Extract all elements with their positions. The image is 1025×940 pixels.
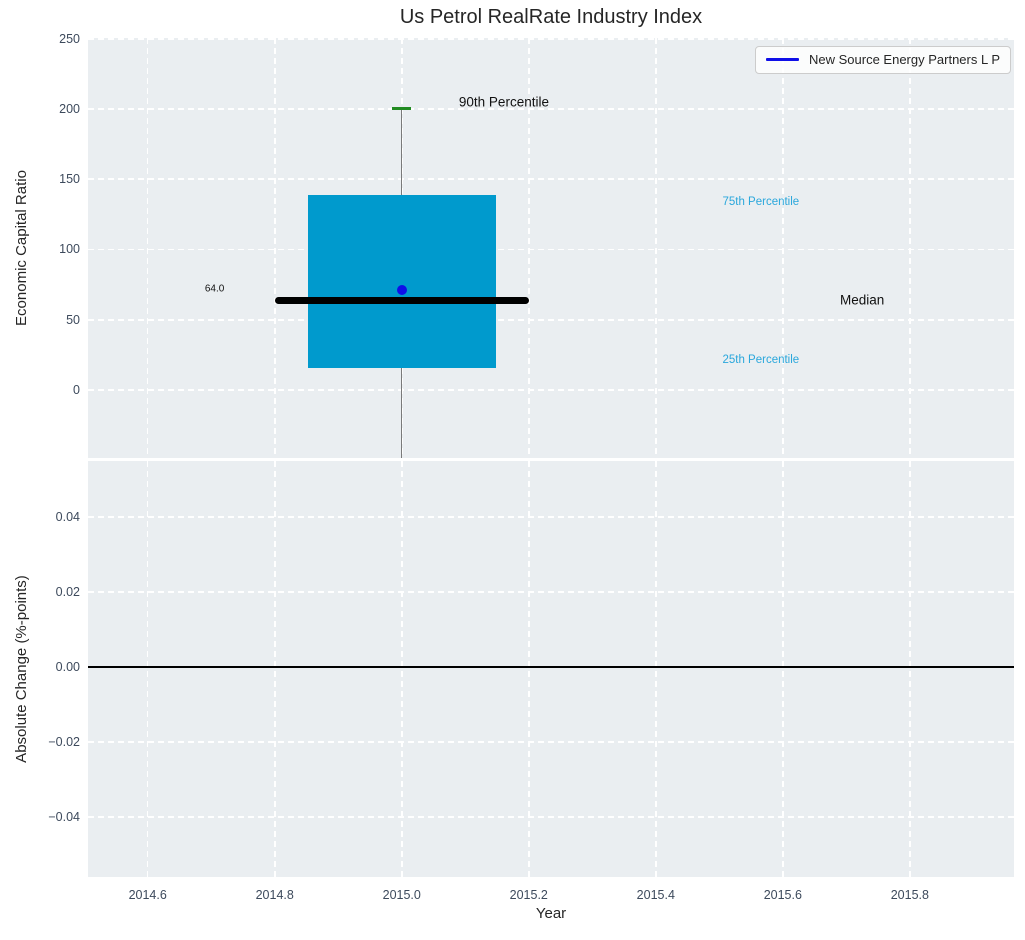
y-tick-label: 0.04: [55, 509, 80, 524]
gridline-vertical: [909, 38, 911, 458]
chart-title: Us Petrol RealRate Industry Index: [399, 6, 703, 28]
annotation-25th-percentile: 25th Percentile: [722, 354, 800, 367]
annotation-90th-percentile: 90th Percentile: [458, 94, 549, 110]
annotation-64-0: 64.0: [204, 283, 225, 295]
gridline-vertical: [654, 461, 657, 877]
company-data-point: [396, 284, 407, 295]
x-tick-label: 2015.6: [763, 888, 802, 902]
y-tick-label: 0: [73, 382, 80, 397]
y-tick-label: 250: [59, 31, 80, 46]
x-axis-label: Year: [535, 905, 567, 922]
legend-label: New Source Energy Partners L P: [809, 52, 1000, 67]
gridline-horizontal: [88, 37, 1014, 40]
gridline-horizontal: [88, 108, 1014, 110]
zero-reference-line: [88, 666, 1014, 668]
gridline-horizontal: [88, 248, 1014, 251]
y-tick-label: −0.02: [48, 734, 80, 749]
top-axes: New Source Energy Partners L P 64.0 90th …: [88, 37, 1014, 458]
y-tick-label: −0.04: [48, 809, 80, 824]
median-line: [274, 296, 529, 304]
gridline-horizontal: [88, 516, 1014, 518]
gridline-horizontal: [88, 389, 1014, 391]
y-tick-label: 150: [59, 172, 80, 187]
gridline-vertical: [909, 461, 911, 877]
iqr-box: [307, 194, 496, 368]
gridline-horizontal: [88, 591, 1014, 593]
gridline-vertical: [654, 38, 657, 458]
x-tick-label: 2014.6: [128, 888, 167, 902]
gridline-horizontal: [88, 816, 1014, 818]
gridline-vertical: [400, 461, 403, 877]
gridline-vertical: [146, 38, 149, 458]
gridline-horizontal: [88, 178, 1014, 180]
x-tick-label: 2015.0: [382, 888, 421, 902]
gridline-vertical: [273, 38, 276, 458]
x-tick-label: 2014.8: [255, 888, 294, 902]
y-tick-label: 100: [59, 242, 80, 257]
y-tick-label: 0.02: [55, 584, 80, 599]
gridline-vertical: [782, 461, 784, 877]
y-tick-label: 50: [66, 312, 80, 327]
gridline-horizontal: [88, 318, 1014, 321]
annotation-median: Median: [839, 292, 885, 308]
annotation-75th-percentile: 75th Percentile: [722, 195, 800, 208]
gridline-vertical: [527, 38, 530, 458]
x-tick-label: 2015.2: [509, 888, 548, 902]
y-tick-label: 0.00: [55, 659, 80, 674]
gridline-vertical: [273, 461, 276, 877]
p90-cap: [392, 107, 412, 111]
legend: New Source Energy Partners L P: [755, 46, 1011, 74]
x-tick-label: 2015.8: [890, 888, 929, 902]
bottom-axes: [88, 461, 1014, 877]
gridline-vertical: [782, 38, 784, 458]
y-tick-label: 200: [59, 101, 80, 116]
gridline-horizontal: [88, 741, 1014, 743]
gridline-vertical: [146, 461, 149, 877]
x-tick-label: 2015.4: [636, 888, 675, 902]
gridline-vertical: [527, 461, 530, 877]
legend-line-swatch: [766, 58, 799, 61]
